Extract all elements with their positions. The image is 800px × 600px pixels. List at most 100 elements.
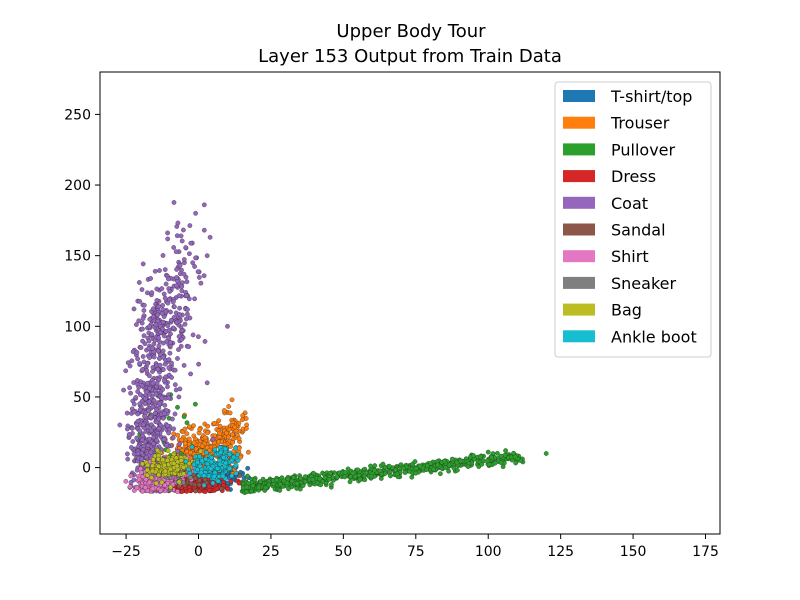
point-pullover [294,481,300,486]
point-dress [214,486,220,492]
point-trouser [179,437,185,443]
point-coat [117,422,123,428]
legend-label: Sneaker [611,274,676,293]
point-coat [196,361,201,367]
point-trouser [191,440,197,446]
point-trouser [246,449,251,455]
point-coat [123,368,129,374]
point-pullover [380,461,386,467]
point-coat [156,426,162,432]
point-coat [154,286,160,292]
point-ankle-boot [201,482,207,488]
point-pullover [250,483,256,489]
point-coat [204,380,210,386]
point-trouser [171,431,177,437]
point-pullover [413,466,419,471]
point-coat [137,401,143,407]
point-coat [207,234,213,240]
point-coat [169,360,174,366]
point-coat [170,435,176,441]
point-coat [160,387,166,392]
point-ankle-boot [215,466,220,471]
x-tick-label: 75 [407,544,425,560]
point-trouser [186,436,192,442]
point-trouser [230,432,235,437]
point-t-shirt-top [245,465,251,471]
point-pullover [334,474,340,480]
point-ankle-boot [233,470,239,476]
point-coat [171,325,176,331]
point-trouser [227,410,233,416]
point-ankle-boot [198,470,204,476]
point-coat [163,329,169,334]
point-coat [171,245,177,250]
point-coat [130,439,136,444]
point-pullover [277,488,283,493]
point-coat [141,302,147,308]
point-coat [160,326,165,332]
point-bag [144,467,150,473]
point-coat [125,426,130,432]
point-ankle-boot [210,480,216,486]
point-coat [160,348,166,354]
y-tick-label: 100 [64,319,91,335]
point-bag [155,456,161,462]
point-coat [152,410,158,416]
point-coat [188,240,194,246]
point-coat [140,422,146,428]
point-coat [165,323,171,329]
point-bag [181,464,186,470]
point-pullover [329,482,334,487]
point-ankle-boot [215,478,221,484]
point-pullover [300,483,306,489]
point-trouser [232,424,238,430]
point-coat [165,423,170,429]
point-coat [146,338,152,344]
point-pullover [398,462,404,468]
point-trouser [182,440,188,446]
point-pullover [352,473,358,479]
point-coat [160,253,166,258]
point-pullover [342,474,348,480]
point-coat [139,287,145,292]
point-coat [162,295,168,301]
point-coat [150,404,156,410]
point-pullover [512,454,518,460]
point-pullover [310,477,316,482]
point-coat [201,273,207,279]
point-pullover [417,463,423,469]
point-bag [149,475,154,480]
point-coat [140,354,146,359]
point-coat [184,316,189,322]
legend-label: Coat [611,194,648,213]
point-bag [178,458,184,463]
point-pullover [442,458,447,464]
point-coat [151,441,156,447]
point-coat [175,220,181,226]
point-bag [155,447,160,453]
point-coat [147,316,153,322]
point-pullover [184,420,190,426]
point-coat [166,430,172,436]
legend-swatch [563,143,595,156]
point-coat [158,330,163,336]
point-coat [225,323,230,329]
point-coat [148,414,154,420]
point-coat [177,386,183,392]
point-pullover [425,463,430,469]
point-pullover [377,468,383,474]
point-pullover [431,466,437,472]
point-pullover [347,479,353,485]
point-coat [154,298,160,303]
point-coat [142,413,147,419]
chart-title: Upper Body Tour [336,21,486,42]
point-coat [129,426,135,431]
point-bag [168,484,173,490]
x-tick-label: 0 [194,544,203,560]
point-trouser [191,423,196,429]
point-sandal [188,481,194,486]
point-pullover [266,482,272,488]
x-tick-label: 25 [262,544,280,560]
legend-label: Pullover [611,140,676,159]
legend-label: Dress [611,167,656,186]
